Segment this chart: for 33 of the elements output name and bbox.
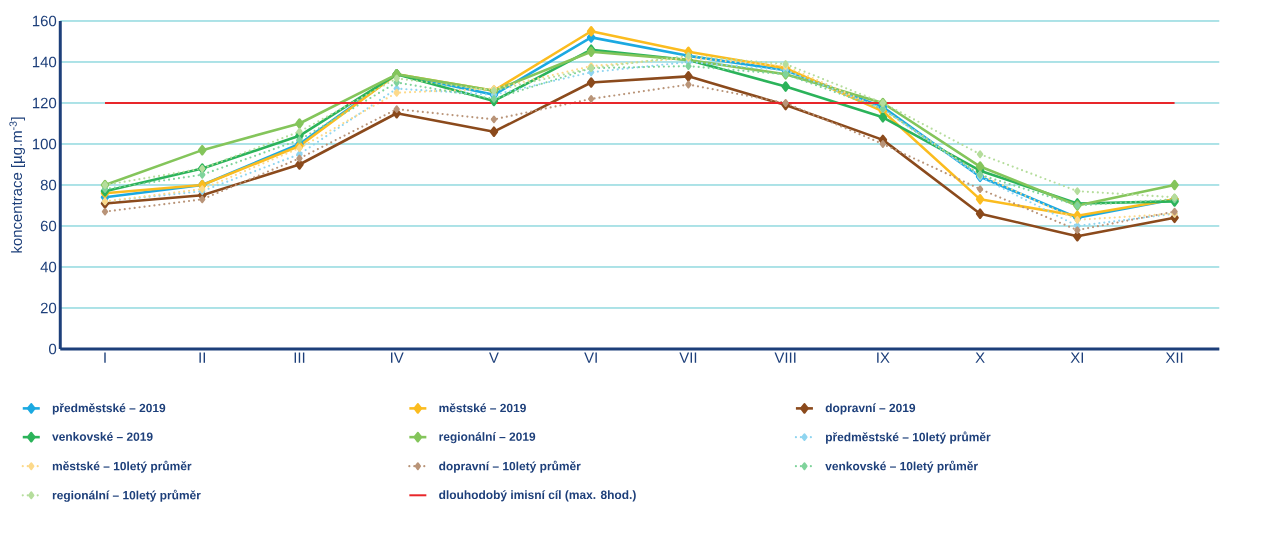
x-tick-label: IX	[877, 352, 890, 363]
x-tick-label: II	[199, 352, 205, 363]
y-tick-label: 0	[49, 343, 57, 355]
legend-label: předměstské – 10letý průměr	[826, 431, 991, 444]
y-axis-title: koncentrace [µg.m$^{-3}$]	[9, 117, 25, 253]
x-tick-label: XI	[1070, 352, 1084, 363]
x-tick-label: III	[294, 352, 305, 363]
x-tick-label: IV	[391, 352, 404, 363]
legend-label: regionální – 10letý průměr	[52, 489, 201, 502]
x-tick-label: X	[975, 352, 985, 363]
y-tick-label: 100	[32, 138, 57, 150]
legend-label: venkovské – 10letý průměr	[825, 460, 978, 473]
y-tick-label: 60	[40, 220, 57, 232]
y-tick-label: 160	[32, 15, 57, 27]
y-tick-label: 40	[40, 261, 57, 273]
y-tick-label: 120	[32, 97, 57, 109]
legend-label: předměstské – 2019	[52, 403, 166, 415]
y-tick-label: 20	[40, 302, 57, 314]
legend-label: dlouhodobý imisní cíl (max. 8hod.)	[439, 490, 636, 502]
x-tick-label: V	[489, 352, 499, 363]
x-tick-label: XII	[1165, 352, 1183, 363]
x-tick-label: I	[104, 352, 106, 363]
x-tick-label: VIII	[774, 352, 796, 363]
legend-label: městské – 10letý průměr	[52, 460, 192, 473]
legend-label: dopravní – 10letý průměr	[439, 460, 581, 473]
legend-label: regionální – 2019	[439, 432, 536, 444]
legend-label: dopravní – 2019	[825, 403, 916, 415]
x-tick-label: VI	[584, 352, 597, 363]
x-tick-label: VII	[679, 352, 697, 363]
y-tick-label: 140	[32, 56, 57, 68]
y-tick-label: 80	[40, 179, 57, 191]
legend-label: venkovské – 2019	[52, 432, 153, 441]
legend-label: městské – 2019	[439, 403, 526, 413]
